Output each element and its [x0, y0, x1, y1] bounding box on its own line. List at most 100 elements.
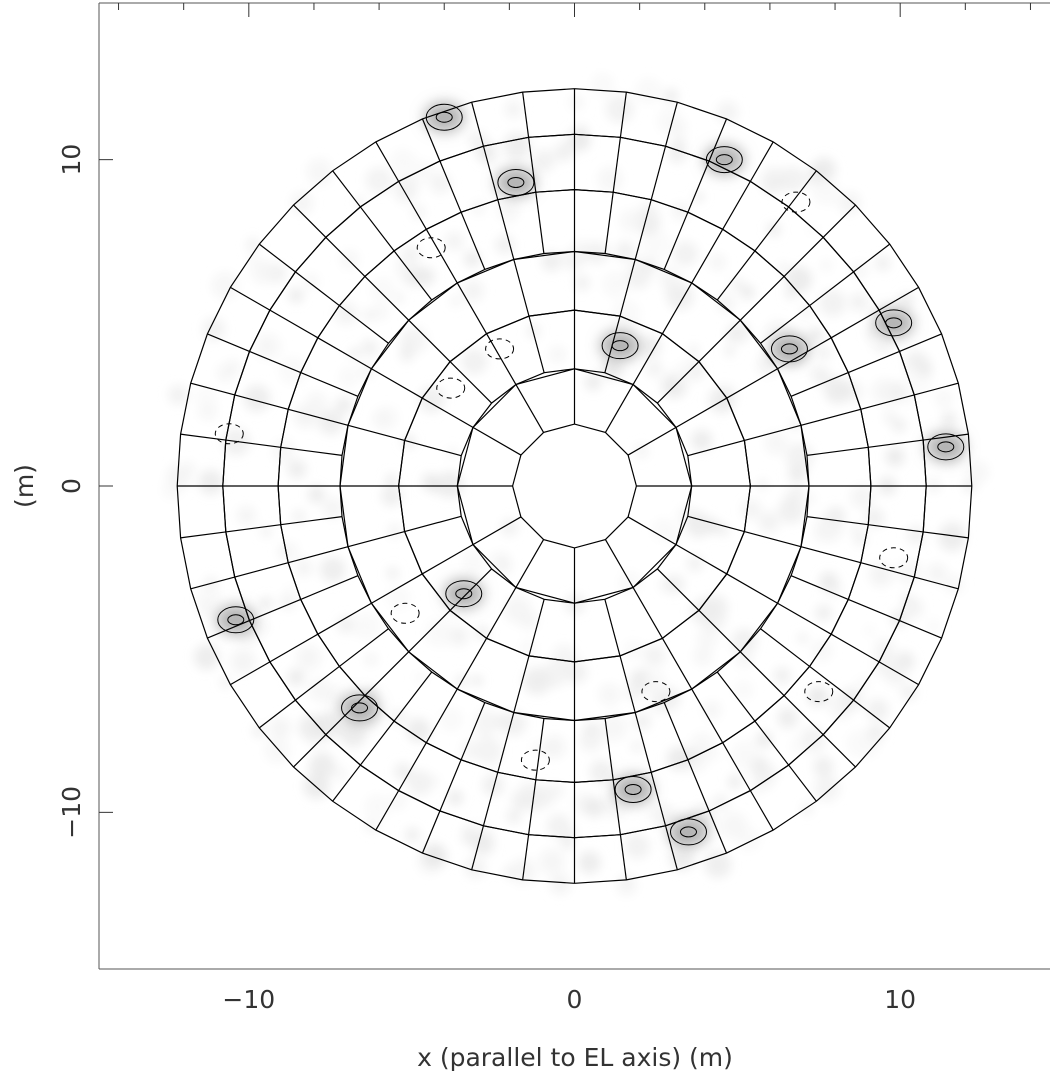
contour-negative [485, 338, 515, 360]
speckle-blob [252, 724, 265, 738]
speckle-blob [735, 650, 754, 668]
panel-seam [604, 718, 614, 780]
speckle-blob [646, 360, 663, 378]
speckle-blob [866, 698, 889, 721]
panel-seam [527, 779, 537, 835]
speckle-blob [720, 811, 748, 840]
contour-positive-inner [715, 154, 733, 166]
panel-seam [408, 319, 451, 363]
contour-negative [781, 191, 811, 213]
speckle-blob [803, 492, 817, 506]
speckle-blob [519, 639, 537, 657]
speckle-blob [390, 148, 416, 175]
contour-positive-inner [624, 784, 642, 796]
speckle-blob [288, 287, 304, 304]
panel-seam [332, 170, 361, 208]
panel-seam [788, 764, 817, 802]
speckle-blob [885, 447, 905, 467]
panel-seam [809, 271, 854, 307]
speckle-blob [668, 145, 687, 164]
speckle-blob [414, 671, 428, 685]
speckle-blob [810, 639, 833, 662]
contour-positive-inner [611, 340, 629, 352]
panel-seam [230, 661, 271, 686]
panel-seam [853, 243, 891, 273]
speckle-blob [541, 251, 562, 272]
contour-positive-inner [780, 343, 798, 355]
speckle-blob [624, 833, 650, 859]
speckle-blob [260, 596, 273, 610]
speckle-blob [554, 142, 574, 162]
panel-seam [528, 599, 545, 657]
panel-seam [760, 628, 810, 667]
panel-seam [634, 712, 652, 773]
speckle-blob [625, 684, 643, 702]
speckle-blob [896, 559, 922, 585]
panel-seam [421, 810, 441, 854]
speckle-blob [850, 484, 875, 509]
panel-seam [522, 91, 530, 138]
x-tick-label: −10 [222, 985, 275, 1014]
panel-seam [515, 384, 545, 433]
panel-seam [899, 620, 942, 639]
speckle-blob [418, 386, 445, 413]
speckle-blob [819, 347, 831, 359]
speckle-blob [338, 367, 359, 388]
speckle-blob [464, 857, 487, 879]
contour-positive [497, 168, 535, 196]
shaded-feature [600, 330, 641, 361]
speckle-blob [549, 873, 571, 895]
speckle-blob [669, 119, 687, 137]
speckle-blob [386, 566, 399, 580]
panel-seam [687, 515, 745, 533]
panel-seam [722, 742, 751, 791]
speckle-blob [731, 628, 758, 655]
speckle-blob [693, 191, 705, 203]
speckle-blob [819, 572, 839, 591]
panel-seam [404, 515, 462, 533]
speckle-blob [365, 166, 393, 194]
speckle-blob [730, 277, 745, 292]
shaded-feature [339, 692, 380, 723]
speckle-blob [635, 77, 662, 104]
speckle-blob [504, 100, 523, 119]
speckle-blob [255, 333, 283, 361]
shaded-feature [769, 333, 810, 364]
speckle-blob [641, 229, 670, 258]
speckle-blob [584, 797, 605, 818]
panel-seam [230, 286, 271, 311]
panel-seam [744, 530, 802, 548]
panel-seam [180, 531, 226, 539]
speckle-blob [866, 329, 877, 340]
speckle-blob [393, 293, 405, 304]
panel-seam [234, 394, 289, 410]
contour-negative [416, 237, 446, 259]
speckle-blob [756, 731, 773, 748]
speckle-blob [797, 633, 809, 644]
panel-seam [739, 651, 785, 696]
speckle-blob [891, 418, 907, 433]
speckle-blob [810, 365, 831, 386]
panel-seam [790, 372, 849, 397]
contour-positive [425, 103, 463, 131]
speckle-blob [471, 675, 483, 687]
speckle-blob [709, 856, 731, 877]
panel-seam [722, 181, 751, 230]
panel-seam [269, 309, 319, 339]
contour-positive-inner [937, 441, 955, 453]
panel-seam [404, 439, 462, 457]
speckle-blob [501, 711, 527, 736]
panel-seam [364, 276, 410, 321]
speckle-blob [902, 597, 924, 619]
speckle-blob [864, 625, 875, 636]
speckle-blob [389, 792, 407, 810]
contour-negative [436, 377, 466, 399]
speckle-blob [602, 271, 629, 298]
panel-seam [726, 368, 778, 399]
panel-seam [460, 702, 486, 761]
speckle-blob [849, 292, 868, 312]
panel-seam [878, 661, 919, 686]
panel-seam [656, 568, 700, 611]
panel-seam [225, 524, 281, 533]
contour-positive-inner [351, 702, 369, 714]
